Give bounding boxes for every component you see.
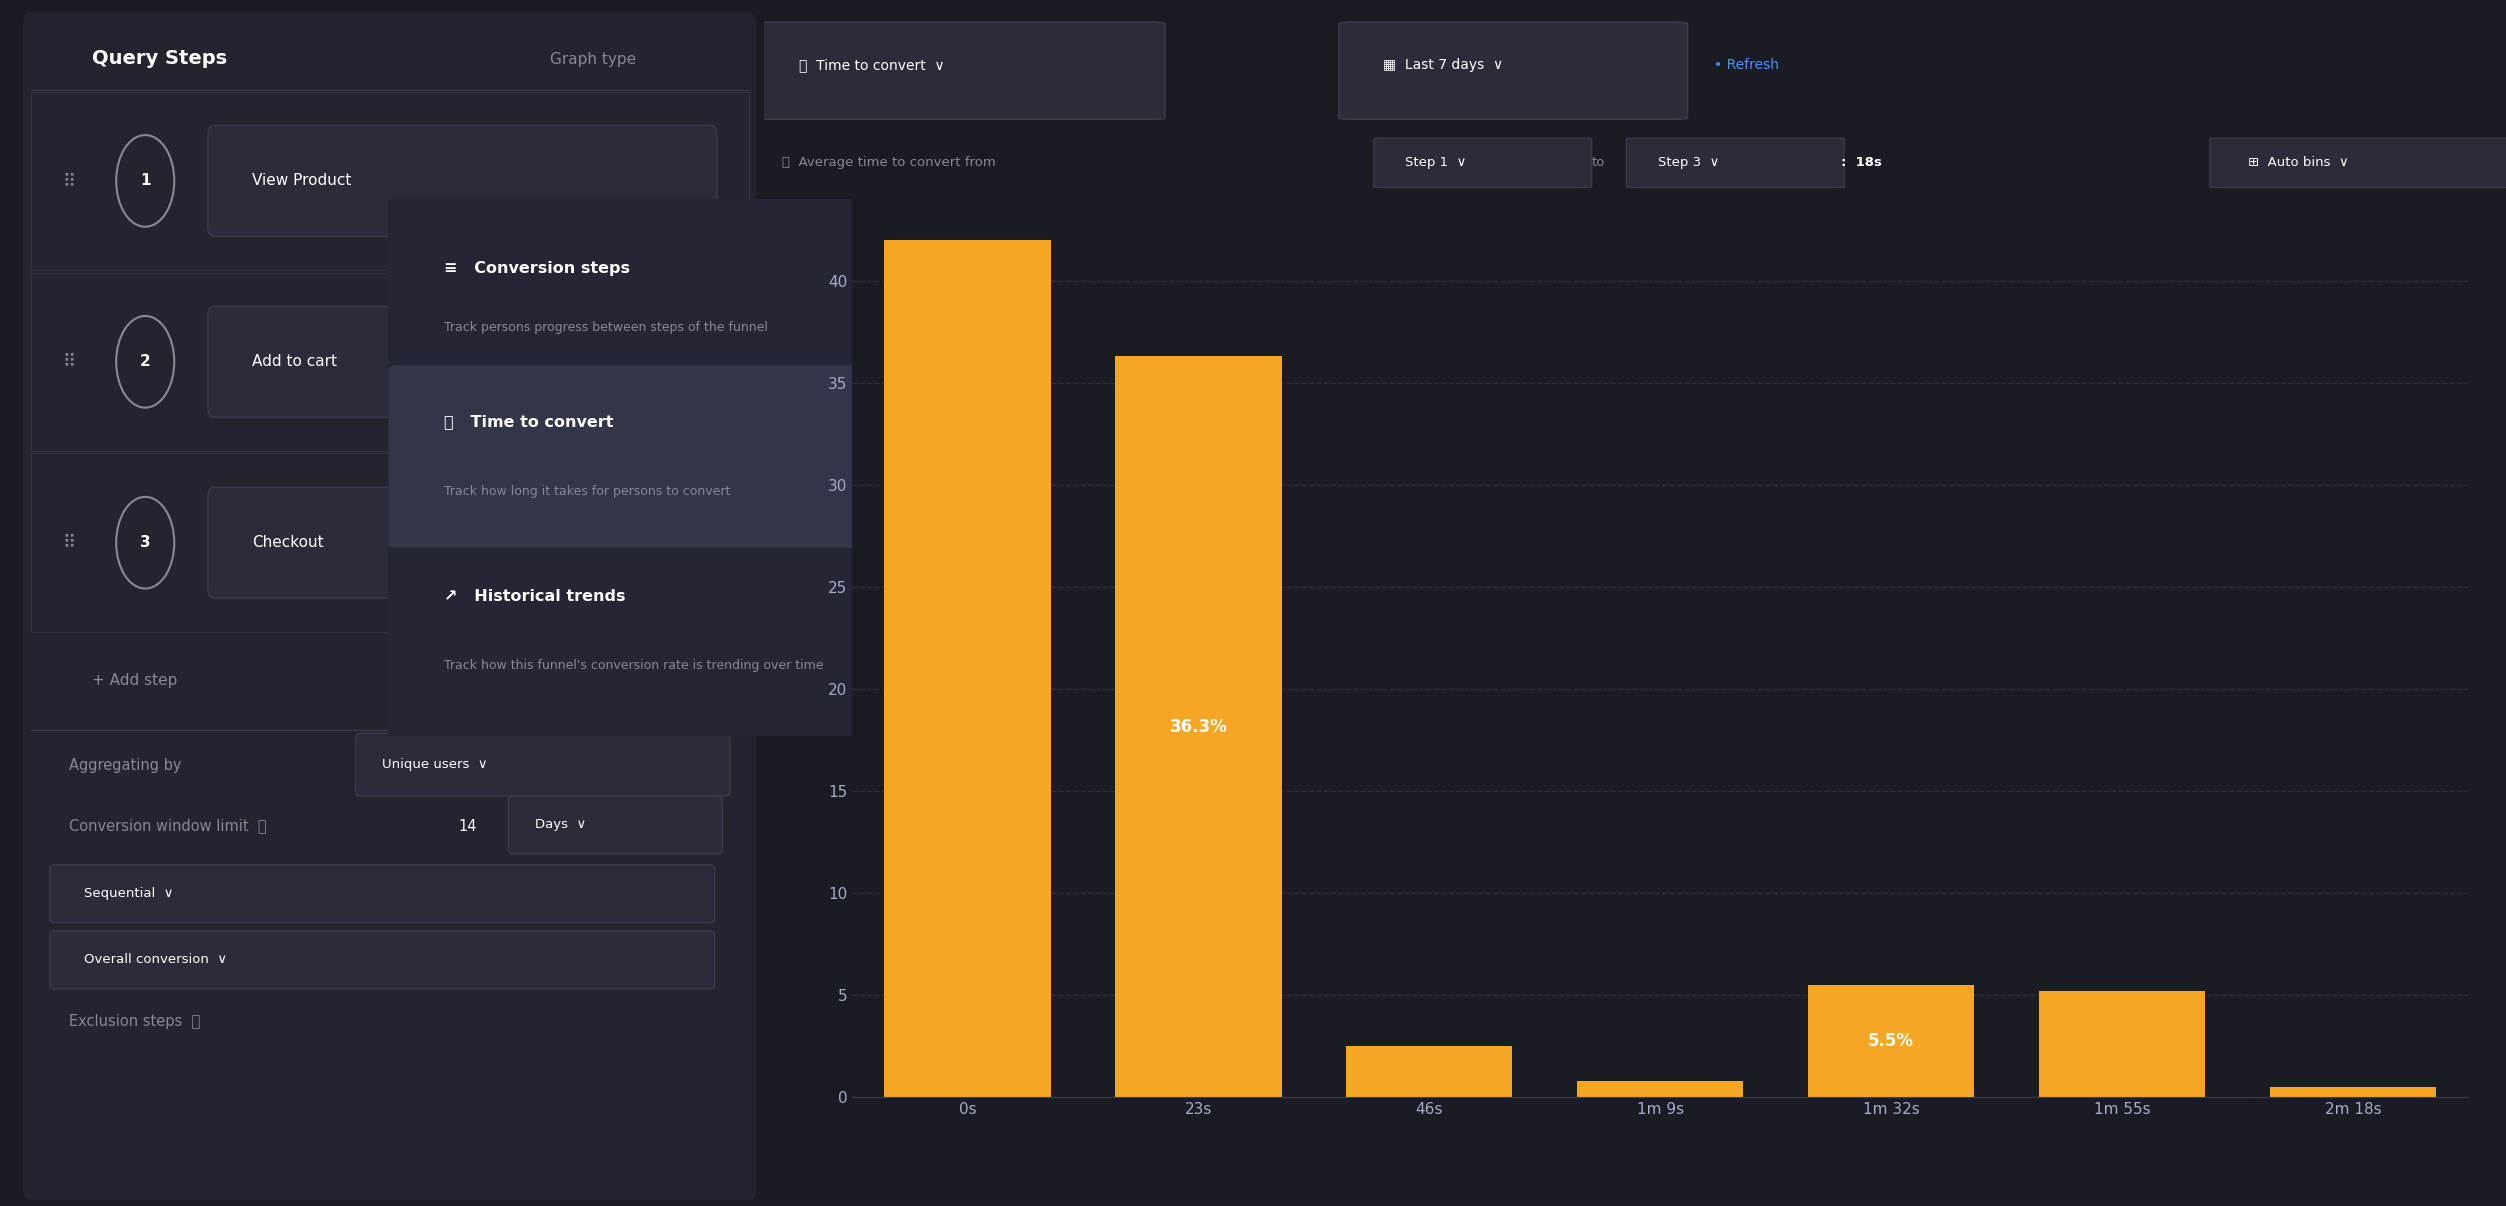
FancyBboxPatch shape xyxy=(208,306,717,417)
Text: ⏱  Time to convert  ∨: ⏱ Time to convert ∨ xyxy=(799,58,945,72)
Text: 36.3%: 36.3% xyxy=(1170,718,1228,736)
Bar xyxy=(885,240,1050,1097)
FancyBboxPatch shape xyxy=(30,273,749,451)
Bar xyxy=(1807,985,1975,1097)
FancyBboxPatch shape xyxy=(50,865,714,923)
Text: ⠿: ⠿ xyxy=(63,534,75,551)
Text: Add to cart: Add to cart xyxy=(253,355,338,369)
Text: Track how long it takes for persons to convert: Track how long it takes for persons to c… xyxy=(444,485,729,498)
Text: • Refresh: • Refresh xyxy=(1714,58,1779,72)
FancyBboxPatch shape xyxy=(388,365,1178,548)
Text: Step order  ⓘ: Step order ⓘ xyxy=(68,879,163,894)
Text: Query Steps: Query Steps xyxy=(93,49,228,68)
Text: Checkout: Checkout xyxy=(253,535,323,550)
Text: Conversion rate calculation: Conversion rate calculation xyxy=(68,946,271,960)
Text: Step 1  ∨: Step 1 ∨ xyxy=(1406,157,1466,169)
FancyBboxPatch shape xyxy=(373,188,1193,747)
Text: Unique users  ∨: Unique users ∨ xyxy=(381,759,489,771)
Text: to: to xyxy=(1591,157,1604,169)
FancyBboxPatch shape xyxy=(208,125,717,236)
Text: ⊞  Auto bins  ∨: ⊞ Auto bins ∨ xyxy=(2248,157,2348,169)
Text: ≡   Conversion steps: ≡ Conversion steps xyxy=(444,262,629,276)
FancyBboxPatch shape xyxy=(1626,137,1844,187)
Text: 14: 14 xyxy=(459,819,476,833)
Text: 2: 2 xyxy=(140,355,150,369)
FancyBboxPatch shape xyxy=(1338,22,1687,119)
FancyBboxPatch shape xyxy=(509,796,722,854)
Text: Sequential  ∨: Sequential ∨ xyxy=(85,888,173,900)
FancyBboxPatch shape xyxy=(208,487,717,598)
FancyBboxPatch shape xyxy=(23,12,757,1200)
Text: ▦  Last 7 days  ∨: ▦ Last 7 days ∨ xyxy=(1383,58,1504,72)
FancyBboxPatch shape xyxy=(30,92,749,270)
Text: Track how this funnel's conversion rate is trending over time: Track how this funnel's conversion rate … xyxy=(444,660,822,673)
Text: View Product: View Product xyxy=(253,174,351,188)
Bar xyxy=(2040,991,2205,1097)
Text: 5.5%: 5.5% xyxy=(1867,1032,1915,1050)
Text: ⓘ  Average time to convert from: ⓘ Average time to convert from xyxy=(782,157,995,169)
FancyBboxPatch shape xyxy=(1373,137,1591,187)
Text: Track persons progress between steps of the funnel: Track persons progress between steps of … xyxy=(444,321,767,334)
FancyBboxPatch shape xyxy=(50,931,714,989)
Text: ⠿: ⠿ xyxy=(63,172,75,189)
Text: 3: 3 xyxy=(140,535,150,550)
Bar xyxy=(1576,1081,1744,1097)
Text: ⠿: ⠿ xyxy=(63,353,75,370)
FancyBboxPatch shape xyxy=(2210,137,2506,187)
FancyBboxPatch shape xyxy=(30,453,749,632)
FancyBboxPatch shape xyxy=(356,733,729,796)
Text: :  18s: : 18s xyxy=(1842,157,1882,169)
Text: + Add step: + Add step xyxy=(93,673,178,687)
Text: Exclusion steps  ⓘ: Exclusion steps ⓘ xyxy=(68,1014,200,1029)
Text: Conversion window limit  ⓘ: Conversion window limit ⓘ xyxy=(68,819,266,833)
Text: ⏱   Time to convert: ⏱ Time to convert xyxy=(444,414,614,429)
Bar xyxy=(2270,1088,2436,1097)
FancyBboxPatch shape xyxy=(30,634,749,725)
Text: Aggregating by: Aggregating by xyxy=(68,759,180,773)
Bar xyxy=(1115,356,1281,1097)
Text: Graph type: Graph type xyxy=(551,52,637,66)
Text: Days  ∨: Days ∨ xyxy=(536,819,586,831)
FancyBboxPatch shape xyxy=(747,22,1165,119)
Bar xyxy=(1346,1047,1514,1097)
Text: ↗   Historical trends: ↗ Historical trends xyxy=(444,589,624,604)
Text: Step 3  ∨: Step 3 ∨ xyxy=(1659,157,1719,169)
Text: Overall conversion  ∨: Overall conversion ∨ xyxy=(85,954,228,966)
Text: 1: 1 xyxy=(140,174,150,188)
